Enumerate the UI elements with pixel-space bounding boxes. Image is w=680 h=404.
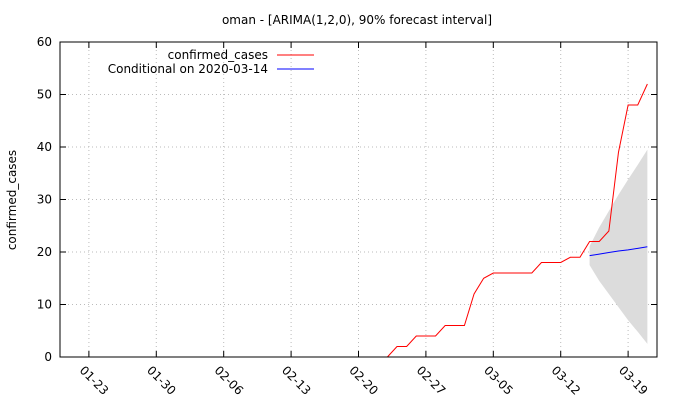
y-tick-label: 60 [37, 35, 52, 49]
y-axis-label: confirmed_cases [5, 150, 19, 250]
y-tick-label: 10 [37, 298, 52, 312]
y-tick-label: 50 [37, 88, 52, 102]
forecast-band [589, 149, 648, 344]
plot-border [59, 41, 658, 358]
legend-label: confirmed_cases [168, 48, 268, 62]
y-tick-label: 0 [44, 350, 52, 364]
series-line [387, 83, 648, 358]
series-line [589, 246, 648, 257]
legend-label: Conditional on 2020-03-14 [108, 62, 268, 76]
y-tick-label: 30 [37, 193, 52, 207]
y-tick-label: 40 [37, 140, 52, 154]
y-tick-label: 20 [37, 245, 52, 259]
chart-title: oman - [ARIMA(1,2,0), 90% forecast inter… [222, 13, 492, 27]
